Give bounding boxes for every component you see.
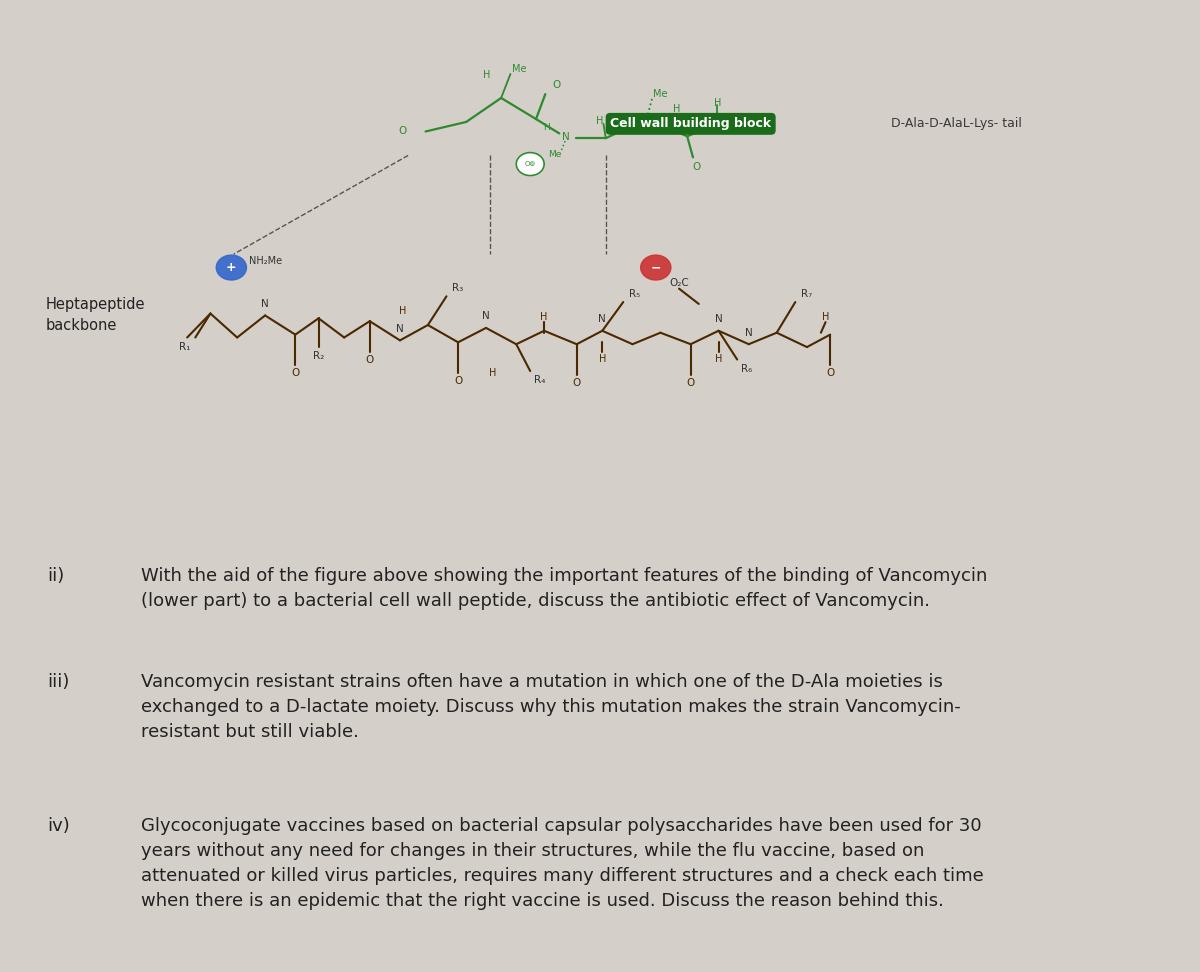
Text: H: H — [673, 104, 680, 115]
Text: R₄: R₄ — [534, 374, 545, 385]
Text: O: O — [366, 355, 374, 364]
Text: Glycoconjugate vaccines based on bacterial capsular polysaccharides have been us: Glycoconjugate vaccines based on bacteri… — [140, 816, 984, 910]
Text: R₆: R₆ — [740, 364, 752, 374]
Text: H: H — [732, 122, 739, 132]
Text: R₁: R₁ — [179, 342, 191, 352]
Text: O: O — [826, 368, 834, 378]
Circle shape — [641, 255, 671, 280]
Text: O: O — [686, 377, 695, 388]
Text: O: O — [292, 368, 300, 378]
Text: N: N — [563, 132, 570, 142]
Text: N: N — [714, 114, 721, 124]
Text: N: N — [599, 314, 606, 325]
Text: Me: Me — [653, 89, 667, 99]
Text: Cell wall building block: Cell wall building block — [610, 118, 772, 130]
Text: R₃: R₃ — [452, 283, 463, 293]
Text: R₂: R₂ — [313, 351, 324, 361]
Text: H: H — [714, 98, 721, 108]
Text: O: O — [454, 375, 462, 386]
Text: H: H — [599, 354, 606, 364]
Text: H: H — [540, 312, 548, 323]
Text: N: N — [396, 324, 404, 333]
Text: O: O — [572, 377, 581, 388]
Text: O: O — [398, 126, 407, 136]
Text: Me: Me — [548, 150, 562, 159]
Text: Heptapeptide
backbone: Heptapeptide backbone — [46, 297, 145, 333]
Text: H: H — [490, 368, 497, 378]
Text: −: − — [650, 261, 661, 274]
Text: R₅: R₅ — [629, 290, 641, 299]
Text: With the aid of the figure above showing the important features of the binding o: With the aid of the figure above showing… — [140, 568, 988, 610]
Text: H: H — [822, 312, 829, 323]
Text: O₂C: O₂C — [670, 278, 689, 288]
Text: NH₂Me: NH₂Me — [248, 256, 282, 266]
Text: D-Ala-D-AlaL-Lys- tail: D-Ala-D-AlaL-Lys- tail — [890, 118, 1021, 130]
Text: Vancomycin resistant strains often have a mutation in which one of the D-Ala moi: Vancomycin resistant strains often have … — [140, 673, 960, 741]
Text: iv): iv) — [48, 816, 71, 835]
Text: H: H — [484, 70, 491, 80]
Text: N: N — [745, 328, 752, 337]
Text: ii): ii) — [48, 568, 65, 585]
Circle shape — [516, 153, 544, 176]
Text: O: O — [553, 80, 562, 89]
Text: H: H — [544, 123, 550, 132]
Text: Me: Me — [512, 64, 527, 74]
Text: H: H — [398, 305, 406, 316]
Text: N: N — [482, 311, 490, 322]
Text: O⊚: O⊚ — [524, 161, 536, 167]
Text: O: O — [692, 162, 701, 172]
Text: H: H — [596, 116, 604, 126]
Circle shape — [216, 255, 246, 280]
Text: N: N — [262, 299, 269, 309]
Text: iii): iii) — [48, 673, 70, 691]
Text: +: + — [226, 261, 236, 274]
Text: H: H — [715, 354, 722, 364]
Text: N: N — [715, 314, 722, 325]
Text: R₇: R₇ — [802, 290, 812, 299]
